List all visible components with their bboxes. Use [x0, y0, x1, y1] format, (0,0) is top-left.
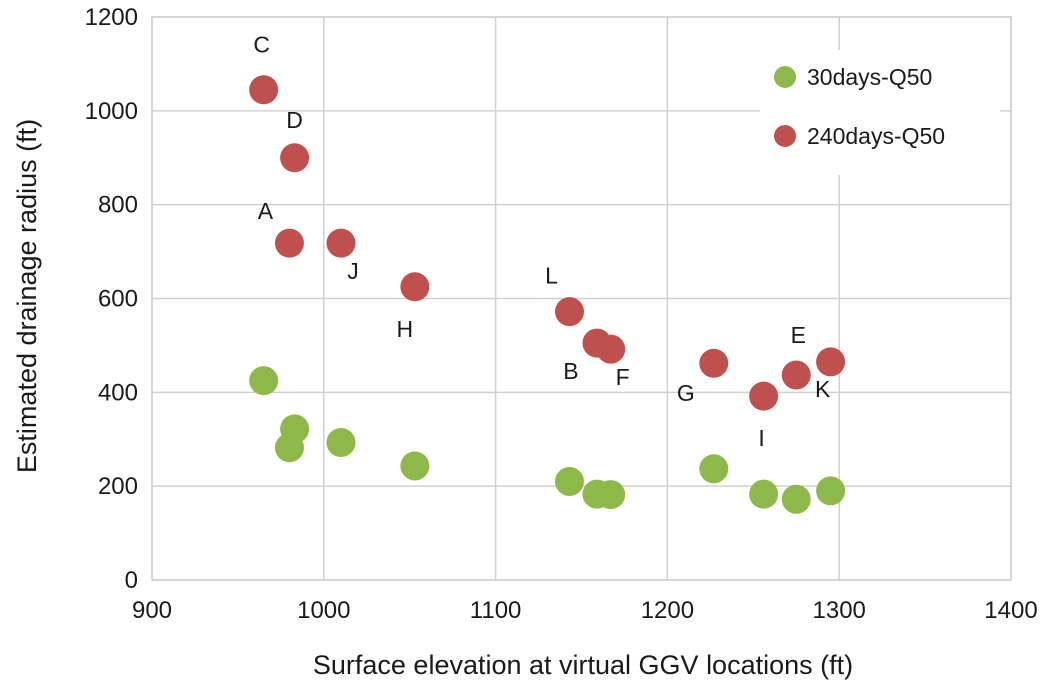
y-tick-label: 600 — [98, 286, 138, 313]
point-240days-H — [400, 272, 430, 302]
plot-border — [151, 16, 1012, 581]
y-tick-label: 1200 — [85, 4, 138, 31]
point-30days-F — [596, 480, 626, 510]
point-label-K: K — [815, 376, 831, 402]
point-label-A: A — [258, 198, 274, 224]
point-240days-C — [249, 75, 279, 105]
point-30days-I — [749, 479, 779, 509]
point-240days-I — [749, 381, 779, 411]
x-tick-label: 1300 — [813, 597, 866, 624]
point-label-I: I — [758, 425, 764, 451]
legend-entry: 240days-Q50 — [807, 123, 945, 149]
legend: 30days-Q50 240days-Q50 — [760, 50, 1000, 175]
y-tick-label: 800 — [98, 192, 138, 219]
point-label-F: F — [616, 364, 630, 390]
y-axis-title: Estimated drainage radius (ft) — [12, 119, 42, 473]
y-tick-label: 0 — [125, 567, 138, 594]
y-tick-label: 200 — [98, 473, 138, 500]
data-points — [249, 75, 846, 514]
point-240days-G — [699, 348, 729, 378]
legend-marker — [774, 66, 796, 88]
y-tick-label: 400 — [98, 379, 138, 406]
point-240days-L — [554, 297, 584, 327]
point-240days-F — [596, 334, 626, 364]
legend-background — [760, 50, 1000, 175]
grid-layer — [151, 16, 1012, 581]
point-label-D: D — [286, 107, 303, 133]
point-label-G: G — [677, 380, 695, 406]
legend-entry: 30days-Q50 — [807, 64, 932, 90]
point-label-C: C — [253, 32, 270, 58]
x-tick-label: 1200 — [641, 597, 694, 624]
x-tick-label: 900 — [132, 597, 172, 624]
x-tick-label: 1100 — [470, 597, 522, 624]
point-240days-D — [280, 143, 310, 173]
point-30days-C — [249, 366, 279, 396]
point-label-H: H — [397, 316, 414, 342]
point-30days-D — [280, 414, 310, 444]
point-240days-A — [274, 228, 304, 258]
point-240days-J — [326, 228, 356, 258]
point-30days-J — [326, 428, 356, 458]
point-30days-E — [781, 484, 811, 514]
point-240days-E — [781, 360, 811, 390]
legend-marker — [774, 125, 796, 147]
tick-labels: 900 1000 1100 1200 1300 1400 0 200 400 600 800 1000… — [85, 4, 1038, 624]
point-30days-H — [400, 451, 430, 481]
point-30days-L — [554, 466, 584, 496]
point-label-J: J — [347, 258, 359, 284]
x-axis-title: Surface elevation at virtual GGV locatio… — [313, 650, 853, 680]
x-tick-label: 1400 — [984, 597, 1037, 624]
y-tick-label: 1000 — [85, 98, 138, 125]
point-label-L: L — [545, 263, 558, 289]
x-tick-label: 1000 — [297, 597, 350, 624]
point-240days-K — [816, 347, 846, 377]
point-30days-G — [699, 454, 729, 484]
point-30days-K — [816, 476, 846, 506]
point-label-B: B — [563, 358, 578, 384]
point-label-E: E — [791, 322, 806, 348]
point-labels: A B C D E F G H I J K L — [253, 32, 831, 451]
